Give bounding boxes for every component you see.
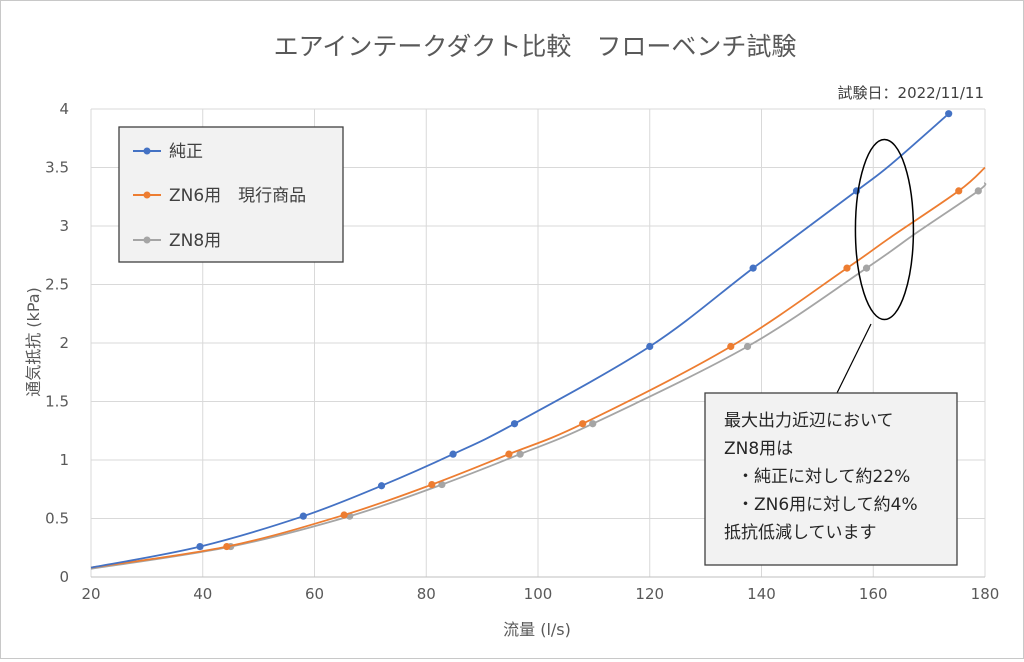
legend-label-series-2: ZN6用 現行商品 bbox=[169, 186, 306, 206]
y-axis-label: 通気抵抗 (kPa) bbox=[24, 287, 43, 397]
data-point bbox=[749, 264, 757, 272]
data-point bbox=[843, 264, 851, 272]
x-tick-label: 40 bbox=[193, 585, 212, 603]
series-2 bbox=[90, 166, 986, 569]
callout-connector bbox=[836, 323, 872, 394]
annotation: 最大出力近辺において ZN8用は ・純正に対して約22% ・ZN6用に対して約4… bbox=[704, 138, 958, 566]
axis-ticks: 20 40 60 80 100 120 140 160 180 0 0.5 1 1.5 2 2.5 3 3.5 4 bbox=[45, 100, 999, 603]
legend-marker-series-2 bbox=[143, 191, 151, 199]
callout-line-2: ZN8用は bbox=[724, 439, 793, 459]
y-tick-label: 1 bbox=[59, 451, 69, 469]
x-tick-label: 60 bbox=[305, 585, 324, 603]
y-tick-label: 0 bbox=[59, 568, 69, 586]
callout-line-5: 抵抗低減しています bbox=[724, 523, 877, 543]
x-tick-label: 160 bbox=[859, 585, 888, 603]
x-tick-label: 80 bbox=[417, 585, 436, 603]
x-tick-label: 180 bbox=[971, 585, 1000, 603]
x-tick-label: 20 bbox=[81, 585, 100, 603]
y-tick-label: 0.5 bbox=[45, 510, 69, 528]
data-point bbox=[743, 342, 752, 351]
callout-line-1: 最大出力近辺において bbox=[724, 411, 894, 431]
data-point bbox=[438, 480, 446, 489]
callout-ellipse bbox=[854, 138, 915, 321]
chart-subtitle: 試験日：2022/11/11 bbox=[838, 84, 984, 102]
data-point bbox=[196, 542, 204, 551]
legend-item: ZN8用 bbox=[133, 231, 221, 251]
legend: 純正 ZN6用 現行商品 ZN8用 bbox=[118, 126, 344, 263]
x-axis-label: 流量 (l/s) bbox=[503, 620, 571, 639]
data-point bbox=[516, 450, 524, 458]
y-tick-label: 4 bbox=[59, 100, 69, 118]
series-3 bbox=[90, 182, 987, 570]
y-tick-label: 2.5 bbox=[45, 276, 69, 294]
data-point bbox=[646, 342, 654, 351]
x-tick-label: 120 bbox=[635, 585, 664, 603]
x-tick-label: 100 bbox=[524, 585, 553, 603]
data-point bbox=[727, 342, 735, 351]
data-point bbox=[340, 511, 348, 519]
legend-item: ZN6用 現行商品 bbox=[133, 186, 306, 206]
callout-box bbox=[704, 392, 958, 566]
data-point bbox=[589, 420, 597, 428]
data-point bbox=[955, 187, 963, 195]
data-point bbox=[377, 482, 386, 490]
data-point bbox=[974, 187, 982, 195]
data-point bbox=[510, 420, 519, 428]
data-point bbox=[449, 450, 457, 458]
data-point bbox=[862, 264, 871, 272]
data-point bbox=[505, 450, 513, 458]
data-point bbox=[223, 542, 231, 551]
legend-marker-series-3 bbox=[143, 236, 151, 244]
legend-label-series-3: ZN8用 bbox=[169, 231, 221, 251]
legend-item: 純正 bbox=[133, 142, 203, 162]
callout-line-3: ・純正に対して約22% bbox=[737, 467, 910, 487]
x-tick-label: 140 bbox=[747, 585, 776, 603]
y-tick-label: 2 bbox=[59, 334, 69, 352]
legend-label-series-1: 純正 bbox=[169, 142, 203, 162]
legend-marker-series-1 bbox=[143, 147, 151, 155]
data-point bbox=[428, 480, 436, 489]
data-point bbox=[299, 512, 307, 520]
y-tick-label: 1.5 bbox=[45, 393, 69, 411]
callout-line-4: ・ZN6用に対して約4% bbox=[737, 495, 918, 515]
data-point bbox=[945, 110, 953, 118]
y-tick-label: 3.5 bbox=[45, 159, 69, 177]
data-point bbox=[579, 420, 587, 428]
y-tick-label: 3 bbox=[59, 217, 69, 235]
chart-title: エアインテークダクト比較 フローベンチ試験 bbox=[274, 32, 797, 61]
